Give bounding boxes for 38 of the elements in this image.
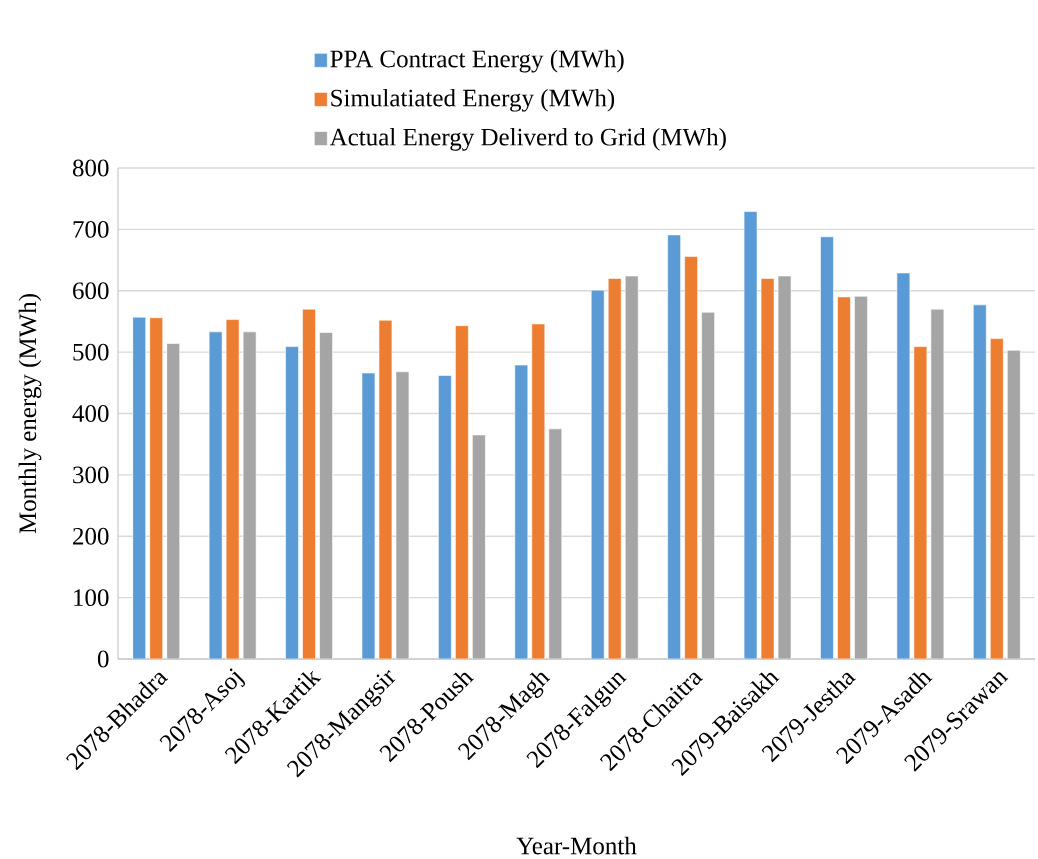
y-tick-label: 700 <box>73 220 109 238</box>
bar <box>667 234 681 659</box>
y-tick-label: 800 <box>72 159 109 177</box>
y-tick-label: 0 <box>97 650 109 668</box>
bar <box>548 428 563 659</box>
bar <box>302 308 316 659</box>
bar <box>590 289 605 659</box>
bar <box>166 343 181 659</box>
bar <box>607 278 622 659</box>
bar <box>1007 349 1021 659</box>
y-tick-label: 200 <box>73 527 109 545</box>
legend-label: Actual Energy Deliverd to Grid (MWh) <box>329 127 726 151</box>
bar <box>514 364 529 659</box>
bar <box>285 346 299 659</box>
bar <box>684 256 698 659</box>
bar <box>973 304 987 659</box>
y-tick-label: 100 <box>74 589 109 607</box>
bar <box>837 296 851 659</box>
bar <box>701 311 715 659</box>
bar <box>854 295 868 659</box>
bar <box>990 338 1004 659</box>
y-tick-label: 300 <box>73 466 109 484</box>
bar <box>531 323 546 659</box>
y-tick-label: 500 <box>73 343 109 361</box>
bar <box>624 275 639 659</box>
x-axis-title: Year-Month <box>516 836 637 855</box>
bar <box>149 317 164 659</box>
y-tick-label: 600 <box>73 282 109 300</box>
legend-label: PPA Contract Energy (MWh) <box>330 49 624 73</box>
bar <box>820 236 834 659</box>
bar <box>438 375 452 659</box>
y-axis-title: Monthly energy (MWh) <box>18 294 42 534</box>
legend-label: Simulatiated Energy (MWh) <box>331 88 615 112</box>
bar <box>455 325 469 659</box>
bar <box>472 434 486 659</box>
y-tick-label: 400 <box>72 405 109 422</box>
bar <box>319 332 333 659</box>
bar <box>132 316 147 659</box>
